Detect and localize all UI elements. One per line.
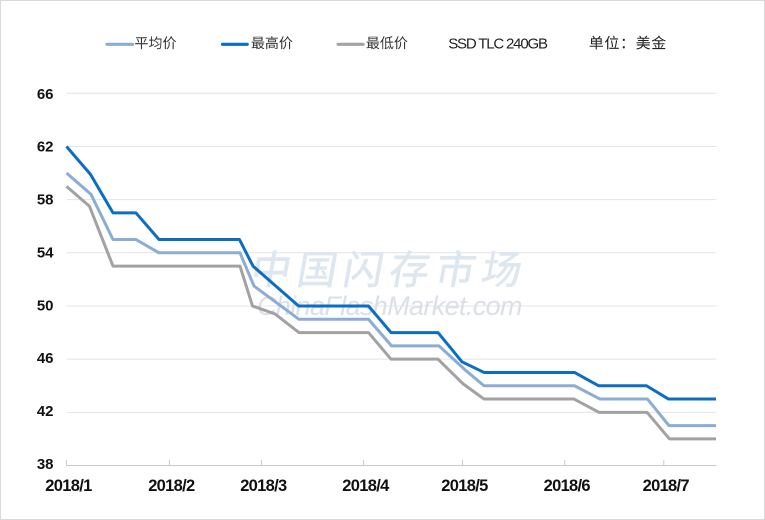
svg-text:2018/1: 2018/1 [45,477,92,495]
svg-text:2018/4: 2018/4 [342,477,390,495]
svg-text:2018/3: 2018/3 [240,477,287,495]
svg-text:54: 54 [37,244,54,261]
svg-text:50: 50 [37,297,54,314]
svg-text:58: 58 [37,192,54,209]
svg-text:38: 38 [37,456,54,473]
svg-text:2018/6: 2018/6 [544,477,591,495]
svg-text:62: 62 [37,139,54,156]
svg-text:42: 42 [37,403,54,420]
svg-text:2018/5: 2018/5 [441,477,488,495]
svg-text:66: 66 [37,86,54,103]
svg-text:2018/7: 2018/7 [643,477,690,495]
svg-text:SSD TLC 240GB: SSD TLC 240GB [448,35,548,52]
svg-text:2018/2: 2018/2 [148,477,195,495]
svg-text:46: 46 [37,350,54,367]
